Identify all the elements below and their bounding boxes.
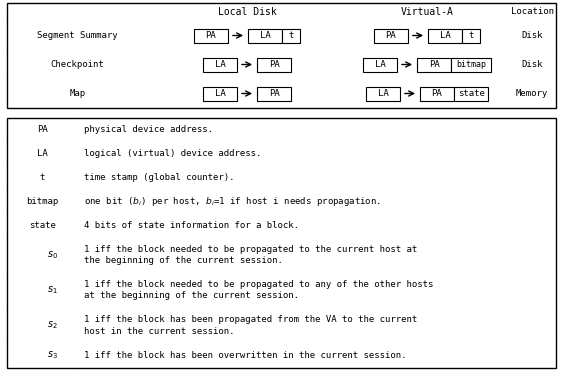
Bar — [374, 29, 408, 43]
Text: Virtual-A: Virtual-A — [400, 7, 453, 17]
Bar — [420, 86, 454, 101]
Bar — [363, 58, 397, 72]
Bar — [194, 29, 228, 43]
Text: logical (virtual) device address.: logical (virtual) device address. — [84, 149, 261, 158]
Text: PA: PA — [428, 60, 439, 69]
Text: one bit ($b_i$) per host, $b_i$=1 if host i needs propagation.: one bit ($b_i$) per host, $b_i$=1 if hos… — [84, 195, 381, 208]
Text: 1 iff the block needed to be propagated to any of the other hosts: 1 iff the block needed to be propagated … — [84, 280, 434, 289]
Text: the beginning of the current session.: the beginning of the current session. — [84, 256, 283, 265]
Text: 1 iff the block needed to be propagated to the current host at: 1 iff the block needed to be propagated … — [84, 244, 417, 254]
Text: LA: LA — [260, 31, 270, 40]
Bar — [366, 86, 400, 101]
Text: LA: LA — [215, 60, 225, 69]
Text: 1 iff the block has been propagated from the VA to the current: 1 iff the block has been propagated from… — [84, 315, 417, 324]
Text: PA: PA — [432, 89, 443, 98]
Bar — [248, 29, 282, 43]
Text: host in the current session.: host in the current session. — [84, 327, 235, 336]
Text: bitmap: bitmap — [456, 60, 486, 69]
Bar — [282, 29, 300, 43]
Text: t: t — [288, 31, 294, 40]
Text: 1 iff the block has been overwritten in the current session.: 1 iff the block has been overwritten in … — [84, 351, 406, 360]
Text: 4 bits of state information for a block.: 4 bits of state information for a block. — [84, 221, 299, 230]
Bar — [462, 29, 480, 43]
Text: t: t — [468, 31, 473, 40]
Text: PA: PA — [386, 31, 396, 40]
Bar — [7, 118, 556, 368]
Text: LA: LA — [374, 60, 386, 69]
Text: physical device address.: physical device address. — [84, 125, 213, 134]
Bar — [203, 86, 237, 101]
Text: bitmap: bitmap — [26, 197, 59, 206]
Text: state: state — [458, 89, 484, 98]
Bar — [7, 3, 556, 108]
Text: t: t — [40, 173, 45, 182]
Text: $s_{0}$: $s_{0}$ — [47, 249, 58, 261]
Text: Segment Summary: Segment Summary — [37, 31, 118, 40]
Text: LA: LA — [440, 31, 450, 40]
Bar — [257, 86, 291, 101]
Text: Memory: Memory — [516, 89, 548, 98]
Text: at the beginning of the current session.: at the beginning of the current session. — [84, 292, 299, 301]
Bar — [417, 58, 451, 72]
Bar — [257, 58, 291, 72]
Text: PA: PA — [205, 31, 216, 40]
Text: LA: LA — [37, 149, 48, 158]
Bar — [454, 86, 488, 101]
Bar — [451, 58, 491, 72]
Text: Disk: Disk — [521, 31, 543, 40]
Text: Local Disk: Local Disk — [218, 7, 276, 17]
Text: Location: Location — [511, 7, 553, 16]
Text: LA: LA — [215, 89, 225, 98]
Text: Checkpoint: Checkpoint — [51, 60, 104, 69]
Text: $s_{3}$: $s_{3}$ — [47, 349, 58, 361]
Bar — [428, 29, 462, 43]
Text: PA: PA — [37, 125, 48, 134]
Text: time stamp (global counter).: time stamp (global counter). — [84, 173, 235, 182]
Bar — [203, 58, 237, 72]
Text: $s_{1}$: $s_{1}$ — [47, 284, 58, 296]
Text: LA: LA — [378, 89, 388, 98]
Text: PA: PA — [269, 60, 279, 69]
Text: PA: PA — [269, 89, 279, 98]
Text: Map: Map — [69, 89, 86, 98]
Text: state: state — [29, 221, 56, 230]
Text: $s_{2}$: $s_{2}$ — [47, 319, 58, 331]
Text: Disk: Disk — [521, 60, 543, 69]
